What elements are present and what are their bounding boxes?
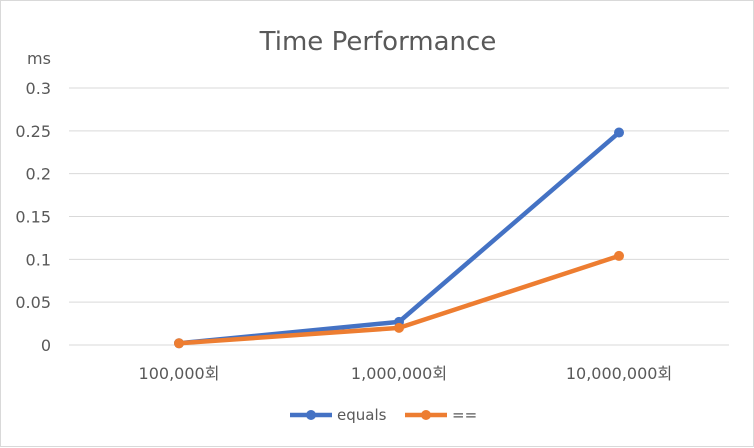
y-axis-unit-label: ms — [27, 49, 51, 68]
y-tick-label: 0.1 — [26, 250, 51, 269]
data-point — [614, 250, 624, 261]
chart-title: Time Performance — [259, 27, 497, 57]
y-tick-label: 0.15 — [15, 208, 51, 227]
x-tick-label: 1,000,000회 — [351, 364, 447, 383]
legend-label: == — [452, 406, 477, 424]
series-line-0 — [176, 130, 622, 346]
y-tick-label: 0.2 — [26, 165, 51, 184]
y-tick-label: 0.25 — [15, 122, 51, 141]
data-point — [394, 322, 404, 333]
data-point — [614, 127, 624, 138]
y-axis-ticks: 0 0.05 0.1 0.15 0.2 0.25 0.3 — [15, 79, 51, 355]
legend-swatch-marker — [306, 410, 316, 420]
series-lines — [174, 127, 624, 349]
gridlines — [69, 87, 729, 346]
data-point — [174, 338, 184, 349]
x-tick-label: 100,000회 — [139, 364, 220, 383]
y-tick-label: 0.3 — [26, 79, 51, 98]
x-axis-ticks: 100,000회 1,000,000회 10,000,000회 — [139, 364, 673, 383]
legend-swatch-marker — [421, 410, 431, 420]
legend: equals == — [290, 406, 477, 424]
y-tick-label: 0 — [41, 336, 51, 355]
legend-label: equals — [337, 406, 387, 424]
y-tick-label: 0.05 — [15, 293, 51, 312]
x-tick-label: 10,000,000회 — [566, 364, 672, 383]
